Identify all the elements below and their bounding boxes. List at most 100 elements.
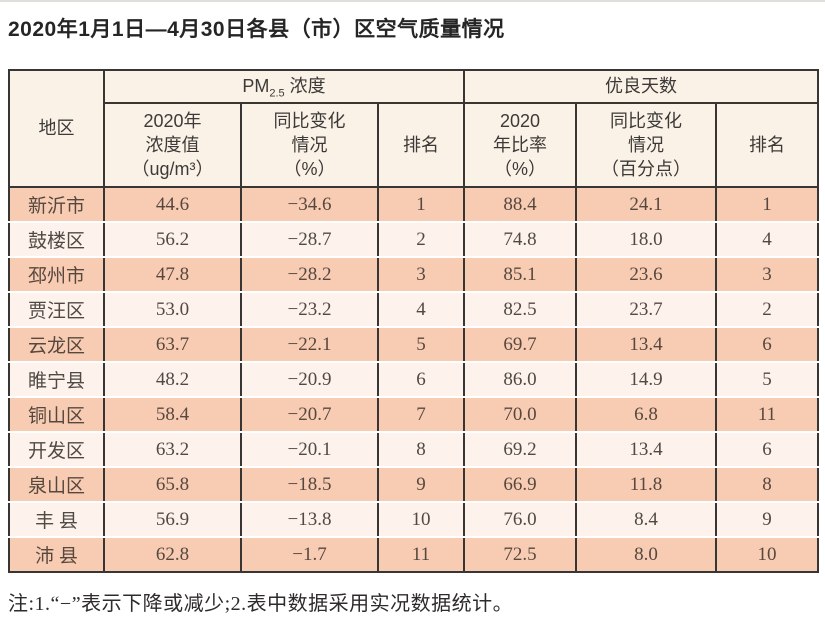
cell-good-change: 11.8 [575, 467, 717, 503]
pm25-group-suffix: 浓度 [284, 76, 326, 97]
cell-pm25-rank: 7 [377, 397, 465, 433]
table-row: 泉山区 65.8 −18.5 9 66.9 11.8 8 [8, 467, 820, 503]
table-row: 邳州市 47.8 −28.2 3 85.1 23.6 3 [8, 257, 820, 293]
cell-pm25-value: 65.8 [103, 467, 242, 503]
cell-pm25-change: −20.7 [240, 397, 379, 433]
cell-pm25-value: 56.9 [103, 502, 242, 538]
cell-pm25-rank: 3 [377, 257, 465, 293]
cell-pm25-value: 44.6 [103, 187, 242, 223]
table-row: 鼓楼区 56.2 −28.7 2 74.8 18.0 4 [8, 222, 820, 258]
cell-pm25-change: −20.1 [240, 432, 379, 468]
cell-good-change: 23.7 [575, 292, 717, 328]
cell-pm25-rank: 8 [377, 432, 465, 468]
cell-pm25-change: −28.2 [240, 257, 379, 293]
cell-good-rank: 10 [714, 537, 820, 572]
table-row: 开发区 63.2 −20.1 8 69.2 13.4 6 [8, 432, 820, 468]
table-body: 新沂市 44.6 −34.6 1 88.4 24.1 1 鼓楼区 56.2 −28.7 2 74.8 1… [8, 187, 820, 572]
cell-pm25-change: −18.5 [240, 467, 379, 503]
cell-good-rate: 66.9 [463, 467, 577, 503]
cell-good-rank: 4 [714, 222, 820, 258]
header-pm25-rank: 排名 [377, 102, 465, 188]
cell-pm25-value: 63.2 [103, 432, 242, 468]
cell-good-rate: 86.0 [463, 362, 577, 398]
cell-region: 泉山区 [8, 467, 105, 503]
cell-region: 鼓楼区 [8, 222, 105, 258]
cell-good-rank: 8 [714, 467, 820, 503]
cell-good-rate: 69.7 [463, 327, 577, 363]
cell-good-rate: 76.0 [463, 502, 577, 538]
cell-good-change: 13.4 [575, 327, 717, 363]
cell-good-change: 18.0 [575, 222, 717, 258]
cell-region: 睢宁县 [8, 362, 105, 398]
cell-pm25-change: −1.7 [240, 537, 379, 572]
cell-good-change: 24.1 [575, 187, 717, 223]
cell-good-rank: 6 [714, 327, 820, 363]
table-row: 云龙区 63.7 −22.1 5 69.7 13.4 6 [8, 327, 820, 363]
cell-good-rank: 9 [714, 502, 820, 538]
header-pm25-value: 2020年 浓度值 （ug/m³） [103, 102, 242, 188]
cell-region: 邳州市 [8, 257, 105, 293]
header-pm25-group: PM2.5 浓度 [103, 69, 465, 104]
cell-region: 云龙区 [8, 327, 105, 363]
pm25-group-subscript: 2.5 [269, 87, 285, 100]
cell-region: 沛 县 [8, 537, 105, 572]
cell-good-change: 8.4 [575, 502, 717, 538]
table-row: 睢宁县 48.2 −20.9 6 86.0 14.9 5 [8, 362, 820, 398]
cell-good-rate: 69.2 [463, 432, 577, 468]
cell-good-rank: 5 [714, 362, 820, 398]
header-good-days-group: 优良天数 [462, 69, 820, 104]
cell-good-change: 13.4 [575, 432, 717, 468]
cell-good-rank: 6 [714, 432, 820, 468]
cell-pm25-change: −13.8 [240, 502, 379, 538]
header-group-row: 地区 PM2.5 浓度 优良天数 [8, 69, 820, 188]
cell-pm25-rank: 10 [377, 502, 465, 538]
cell-good-change: 23.6 [575, 257, 717, 293]
cell-good-rank: 11 [714, 397, 820, 433]
cell-pm25-value: 62.8 [103, 537, 242, 572]
pm25-group-prefix: PM [242, 76, 270, 97]
cell-good-rate: 72.5 [463, 537, 577, 572]
cell-pm25-rank: 4 [377, 292, 465, 328]
cell-region: 新沂市 [8, 187, 105, 223]
cell-pm25-value: 58.4 [103, 397, 242, 433]
table-row: 新沂市 44.6 −34.6 1 88.4 24.1 1 [8, 187, 820, 223]
cell-pm25-change: −22.1 [240, 327, 379, 363]
cell-good-rank: 1 [714, 187, 820, 223]
cell-pm25-value: 48.2 [103, 362, 242, 398]
cell-pm25-change: −20.9 [240, 362, 379, 398]
header-region: 地区 [8, 69, 105, 188]
cell-pm25-change: −23.2 [240, 292, 379, 328]
header-good-change: 同比变化 情况 （百分点） [575, 102, 717, 188]
table-row: 丰 县 56.9 −13.8 10 76.0 8.4 9 [8, 502, 820, 538]
cell-region: 铜山区 [8, 397, 105, 433]
cell-good-rate: 82.5 [463, 292, 577, 328]
cell-good-rate: 70.0 [463, 397, 577, 433]
cell-pm25-rank: 1 [377, 187, 465, 223]
air-quality-table: 地区 PM2.5 浓度 优良天数 2020年 浓度值 （ug/m³） 同比变化 … [8, 69, 820, 573]
footnote: 注:1.“−”表示下降或减少;2.表中数据采用实况数据统计。 [8, 593, 514, 615]
cell-good-rank: 2 [714, 292, 820, 328]
cell-region: 贾汪区 [8, 292, 105, 328]
cell-pm25-value: 53.0 [103, 292, 242, 328]
cell-region: 开发区 [8, 432, 105, 468]
header-pm25-change: 同比变化 情况 （%） [240, 102, 379, 188]
cell-pm25-value: 47.8 [103, 257, 242, 293]
cell-good-rate: 74.8 [463, 222, 577, 258]
cell-pm25-value: 63.7 [103, 327, 242, 363]
cell-pm25-rank: 2 [377, 222, 465, 258]
cell-pm25-value: 56.2 [103, 222, 242, 258]
cell-pm25-rank: 9 [377, 467, 465, 503]
page-title: 2020年1月1日—4月30日各县（市）区空气质量情况 [8, 18, 505, 41]
top-divider [0, 0, 825, 2]
cell-good-change: 6.8 [575, 397, 717, 433]
cell-pm25-change: −28.7 [240, 222, 379, 258]
header-good-rank: 排名 [714, 102, 820, 188]
table-header: 地区 PM2.5 浓度 优良天数 2020年 浓度值 （ug/m³） 同比变化 … [8, 69, 820, 188]
cell-region: 丰 县 [8, 502, 105, 538]
table-row: 铜山区 58.4 −20.7 7 70.0 6.8 11 [8, 397, 820, 433]
header-sub-row: 2020年 浓度值 （ug/m³） 同比变化 情况 （%） 排名 2020 年比… [9, 102, 820, 188]
cell-pm25-rank: 11 [377, 537, 465, 572]
cell-pm25-rank: 5 [377, 327, 465, 363]
header-good-rate: 2020 年比率 （%） [463, 102, 577, 188]
